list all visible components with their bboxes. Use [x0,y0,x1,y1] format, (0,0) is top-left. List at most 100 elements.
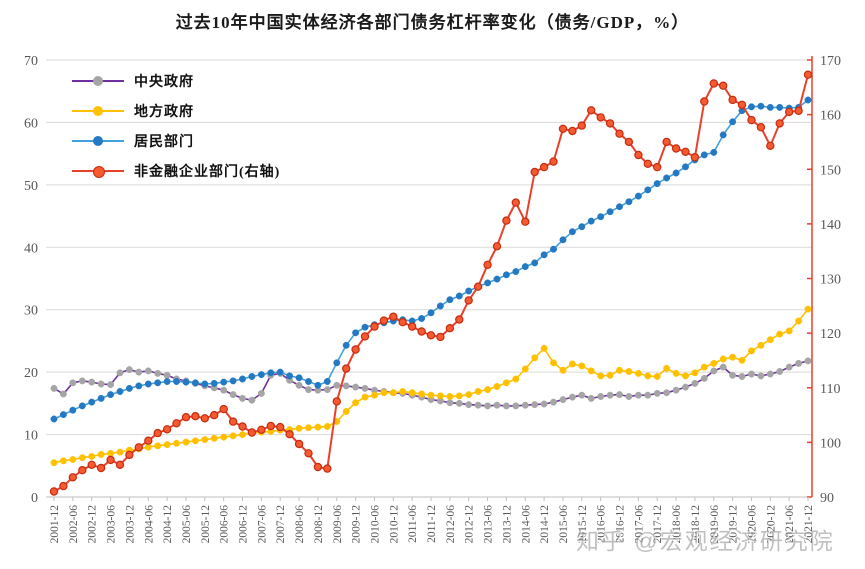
series-marker [418,315,426,322]
series-marker [342,341,350,349]
series-marker [220,386,228,394]
series-marker [550,359,557,367]
series-marker [493,401,501,409]
series-marker [154,369,162,377]
series-marker [295,424,303,432]
series-marker [785,327,793,335]
series-marker [360,332,370,341]
left-axis-tick-label: 10 [24,429,38,444]
series-marker [361,384,369,392]
series-marker [436,302,444,310]
series-marker [672,386,680,394]
x-axis-tick-label: 2016-12 [615,505,627,544]
legend-item-central-gov: 中央政府 [72,66,280,96]
series-marker [248,373,256,380]
x-axis-tick-label: 2012-06 [445,505,457,544]
series-marker [294,439,304,449]
series-marker [672,369,680,377]
series-marker [446,393,454,400]
series-marker [483,260,492,269]
series-marker [597,393,605,400]
left-axis-tick-label: 50 [24,179,38,194]
series-marker [69,379,77,387]
series-marker [484,279,492,287]
series-marker [512,375,520,383]
series-marker [229,432,237,440]
series-marker [314,423,322,431]
series-marker [748,347,755,355]
series-marker [493,275,501,283]
series-marker [323,464,332,473]
series-marker [78,454,86,462]
series-marker [606,371,614,379]
series-marker [238,422,247,431]
series-marker [540,400,548,408]
x-axis-tick-label: 2005-12 [200,505,212,544]
series-marker [747,115,756,125]
series-marker [257,371,265,379]
series-marker [455,392,463,400]
series-marker [305,424,312,432]
series-marker [305,386,312,394]
nonfinancial-corp-line-marker-icon [72,166,124,178]
x-axis-tick-label: 2004-12 [162,505,174,544]
series-marker [464,296,473,305]
series-marker [465,287,473,295]
series-marker [531,401,539,409]
series-marker [757,372,765,380]
series-marker [163,371,171,379]
legend-item-nonfinancial-corp: 非金融企业部门(右轴) [72,156,280,186]
series-marker [408,389,416,397]
series-marker [568,360,576,368]
series-marker [201,380,209,388]
series-marker [521,401,529,409]
series-marker [776,103,784,111]
series-marker [69,456,77,463]
series-marker [305,378,312,385]
series-marker [352,399,360,407]
series-marker [578,223,586,231]
series-marker [729,371,737,379]
x-axis-tick-label: 2014-12 [539,505,551,544]
series-marker [653,373,661,380]
series-marker [597,372,605,380]
legend-label: 居民部门 [134,135,194,150]
series-marker [474,388,482,395]
series-marker [352,329,360,337]
x-axis-tick-label: 2020-12 [765,505,777,544]
x-axis-tick-label: 2016-06 [596,505,608,544]
series-marker [502,379,510,387]
right-axis-tick-label: 130 [820,273,841,288]
series-marker [700,97,709,106]
x-axis-tick-label: 2002-06 [68,505,80,544]
series-marker [700,151,708,159]
series-marker [577,121,587,130]
x-axis-tick-label: 2002-12 [87,505,99,544]
series-marker [88,452,96,460]
x-axis-tick-label: 2004-06 [143,505,155,544]
chart-title: 过去10年中国实体经济各部门债务杠杆率变化（债务/GDP，%） [175,13,690,32]
series-marker [766,103,774,111]
series-marker [181,413,191,422]
series-marker [729,353,737,361]
series-marker [286,372,294,380]
series-marker [710,367,718,375]
series-marker [380,389,388,397]
series-marker [107,381,115,389]
series-marker [682,163,689,171]
series-marker [634,391,642,399]
central-gov-line-marker-icon [72,76,124,86]
series-marker [568,393,576,401]
series-marker [484,386,492,394]
series-marker [333,359,341,367]
series-marker [182,438,190,446]
series-marker [766,336,774,344]
series-marker [719,131,727,139]
series-marker [776,368,784,375]
series-marker [549,157,558,166]
local-gov-line-marker-icon [72,106,124,116]
watermark: 知乎 @宏观经济研究院 [576,528,835,554]
x-axis-tick-label: 2007-12 [275,505,287,544]
series-marker [558,124,568,134]
